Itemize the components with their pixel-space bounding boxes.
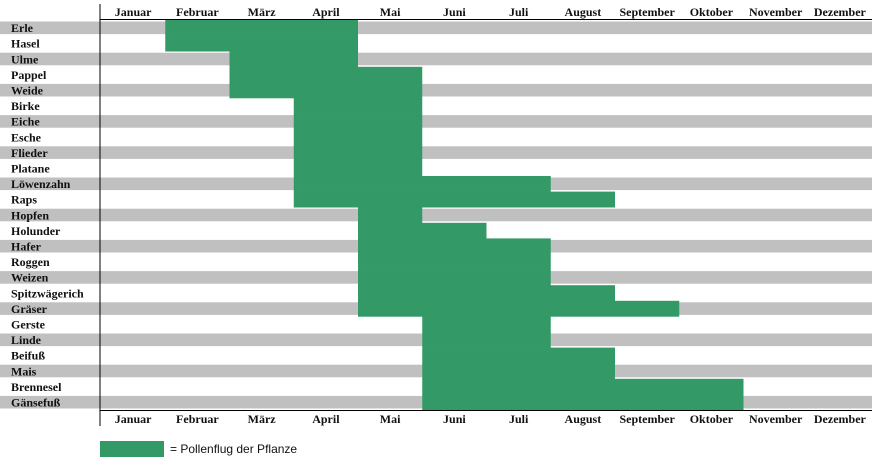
month-label-top: Oktober — [690, 5, 734, 19]
plant-label: Gerste — [11, 318, 46, 332]
month-label-top: Juni — [443, 5, 466, 19]
month-label-bottom: März — [248, 412, 277, 426]
plant-label: Erle — [11, 21, 34, 35]
month-label-top: November — [749, 5, 803, 19]
pollen-bar-10 — [293, 160, 423, 177]
plant-label: Birke — [11, 99, 40, 113]
pollen-bar-24 — [422, 378, 744, 395]
month-label-bottom: April — [312, 412, 340, 426]
plant-label: Spitzwägerich — [11, 286, 84, 300]
plant-label: Raps — [11, 193, 37, 207]
month-labels-bottom: Januar Februar März April Mai Juni Juli August S… — [115, 412, 867, 426]
plant-label: Löwenzahn — [11, 177, 71, 191]
month-label-bottom: November — [749, 412, 803, 426]
plant-label: Weide — [11, 84, 44, 98]
month-label-top: Mai — [380, 5, 401, 19]
legend: = Pollenflug der Pflanze — [100, 440, 297, 458]
plant-label: Flieder — [11, 146, 48, 160]
row-stripe — [0, 115, 872, 128]
pollen-bar-21 — [422, 332, 551, 348]
month-labels-top: Januar Februar März April Mai Juni Juli August S… — [115, 5, 867, 19]
month-label-bottom: Januar — [115, 412, 152, 426]
row-stripe — [0, 21, 872, 35]
month-label-top: März — [248, 5, 277, 19]
month-label-bottom: August — [565, 412, 602, 426]
plant-label: Esche — [11, 130, 42, 144]
plant-label: Hasel — [11, 37, 40, 51]
pollen-bar-18 — [358, 285, 615, 302]
plant-label: Roggen — [11, 255, 50, 269]
pollen-bar-15 — [358, 238, 551, 255]
legend-label: = Pollenflug der Pflanze — [170, 442, 298, 456]
pollen-bar-3 — [229, 51, 358, 68]
plant-label: Holunder — [11, 224, 61, 238]
pollen-bar-11 — [293, 176, 551, 192]
pollen-bar-4 — [229, 66, 423, 83]
pollen-bar-12 — [293, 191, 615, 208]
month-label-bottom: Juni — [443, 412, 466, 426]
row-stripe — [0, 146, 872, 159]
row-stripe — [0, 83, 872, 97]
month-label-top: Dezember — [814, 5, 867, 19]
month-label-bottom: Oktober — [690, 412, 734, 426]
pollen-bar-16 — [358, 254, 551, 270]
pollen-bar-2 — [165, 35, 358, 52]
pollen-bar-7 — [293, 113, 423, 130]
pollen-bar-17 — [358, 269, 551, 286]
legend-swatch — [100, 441, 164, 457]
plant-label: Hafer — [11, 240, 42, 254]
row-stripe — [0, 208, 872, 222]
plant-label: Pappel — [11, 68, 47, 82]
plant-label: Ulme — [11, 52, 39, 66]
month-label-bottom: Februar — [176, 412, 219, 426]
pollen-bar-14 — [358, 222, 487, 239]
row-stripe — [0, 52, 872, 66]
month-label-top: Juli — [509, 5, 529, 19]
pollen-bar-1 — [165, 20, 358, 36]
pollen-bars — [165, 20, 744, 411]
month-label-top: September — [619, 5, 675, 19]
pollen-bar-19 — [358, 300, 680, 317]
plant-label: Beifuß — [11, 349, 45, 363]
plant-label: Weizen — [11, 271, 49, 285]
plant-label: Platane — [11, 162, 50, 176]
pollen-calendar-chart: Januar Februar März April Mai Juni Juli August S… — [0, 4, 872, 426]
month-label-top: Februar — [176, 5, 219, 19]
plant-label: Gänsefuß — [11, 396, 61, 410]
chart-axes — [99, 4, 872, 426]
plant-label: Eiche — [11, 115, 40, 129]
month-label-bottom: Dezember — [814, 412, 867, 426]
pollen-bar-9 — [293, 144, 423, 161]
pollen-bar-20 — [422, 316, 551, 333]
plant-label: Mais — [11, 364, 37, 378]
month-label-bottom: September — [619, 412, 675, 426]
plant-label: Gräser — [11, 302, 48, 316]
month-label-bottom: Mai — [380, 412, 401, 426]
pollen-bar-25 — [422, 394, 744, 411]
plant-label: Hopfen — [11, 208, 49, 222]
pollen-bar-22 — [422, 347, 615, 364]
plant-label: Linde — [11, 333, 42, 347]
month-label-top: April — [312, 5, 340, 19]
month-label-top: August — [565, 5, 602, 19]
pollen-bar-6 — [293, 98, 423, 114]
month-label-bottom: Juli — [509, 412, 529, 426]
pollen-bar-23 — [422, 363, 615, 380]
plant-label: Brennesel — [11, 380, 62, 394]
pollen-bar-8 — [293, 129, 423, 146]
pollen-bar-13 — [358, 207, 423, 224]
month-label-top: Januar — [115, 5, 152, 19]
pollen-bar-5 — [229, 82, 423, 99]
